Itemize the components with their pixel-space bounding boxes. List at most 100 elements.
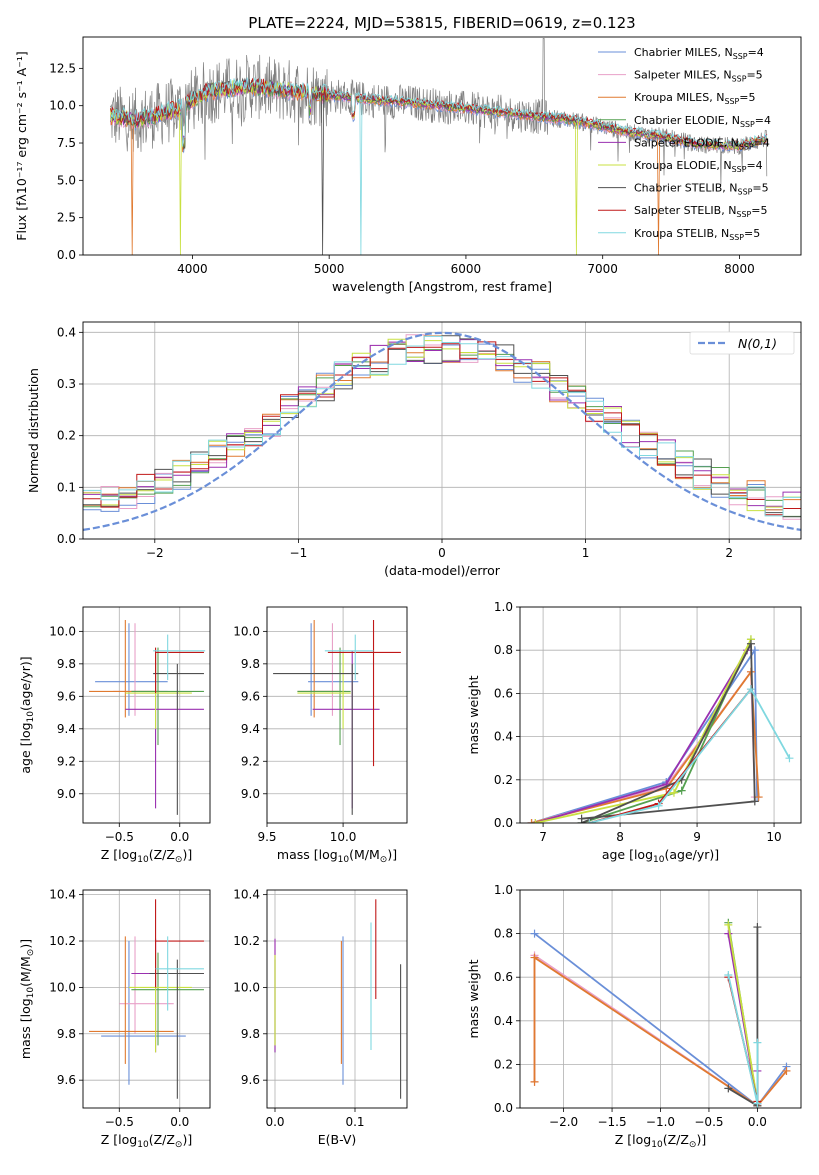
legend-label: N(0,1) [738, 336, 777, 351]
legend-label: Salpeter MILES, NSSP​=5 [634, 69, 763, 84]
residual-histogram [83, 335, 801, 517]
x-tick-label: −0.5 [105, 830, 134, 844]
y-tick-label: 0.2 [57, 429, 76, 443]
y-tick-label: 10.2 [49, 934, 76, 948]
x-tick-label: 1 [582, 546, 590, 560]
y-tick-label: 9.6 [241, 1073, 260, 1087]
panel-age-vs-Z: −0.5 0.0 9.0 9.2 9.4 9.6 9.8 10.0 Z [log10​(Z/Z⊙… [18, 606, 211, 865]
y-tick-label: 10.0 [233, 624, 260, 638]
x-tick-label: 9.5 [257, 830, 276, 844]
mass-weight-marker [669, 788, 678, 797]
x-tick-label: 7000 [587, 262, 618, 276]
axes-frame [519, 889, 802, 1109]
x-axis-label: age [log10​(age/yr)] [602, 847, 719, 865]
y-tick-label: 1.0 [494, 600, 513, 614]
y-tick-label: 9.2 [241, 754, 260, 768]
y-tick-label: 9.6 [241, 689, 260, 703]
mass-weight-marker [577, 814, 586, 823]
axes-frame [519, 606, 802, 824]
y-tick-label: 0.0 [57, 532, 76, 546]
y-tick-label: 7.5 [57, 136, 76, 150]
mass-weight-marker [746, 639, 755, 648]
mass-weight-marker [782, 1066, 791, 1075]
x-tick-label: 6000 [451, 262, 482, 276]
x-tick-label: −1.0 [646, 1115, 675, 1129]
mass-weight-marker [724, 1084, 733, 1093]
mass-weight-marker [753, 923, 762, 932]
mass-weight-marker [750, 646, 759, 655]
panel-spectrum: 4000 5000 6000 7000 8000 0.0 2.5 5.0 7.5 10.0 12.5… [14, 36, 802, 294]
y-tick-label: 0.3 [57, 377, 76, 391]
mass-weight-marker [724, 971, 733, 980]
mass-weight-marker [585, 819, 594, 823]
panel-residuals: −2 −1 0 1 2 0.0 0.1 0.2 0.3 0.4 (data-model)/error… [26, 321, 802, 578]
legend-label: Kroupa ELODIE, NSSP​=4 [634, 159, 763, 174]
plot-area [89, 619, 206, 815]
x-axis-label: Z [log10​(Z/Z⊙​)] [101, 847, 192, 865]
panel-weight-vs-age: 7 8 9 10 0.0 0.2 0.4 0.6 0.8 1.0 age [log10​(age/y… [466, 600, 802, 865]
axes-frame [82, 36, 802, 256]
mass-weight-line [531, 647, 758, 823]
y-tick-label: 10.4 [49, 888, 76, 902]
axes-frame [82, 606, 211, 824]
y-axis-label: mass weight [466, 959, 481, 1038]
legend-label: Chabrier STELIB, NSSP​=5 [634, 182, 769, 197]
mass-weight-marker [527, 819, 536, 823]
y-axis-label: mass weight [466, 675, 481, 754]
y-tick-label: 2.5 [57, 211, 76, 225]
plot-area [527, 635, 794, 823]
y-tick-label: 1.0 [494, 883, 513, 897]
y-tick-label: 9.0 [57, 787, 76, 801]
x-tick-label: −2 [146, 546, 164, 560]
y-axis-label: Flux [fλ10⁻¹⁷ erg cm⁻² s⁻¹ A⁻¹] [14, 51, 29, 240]
axes-frame [266, 889, 408, 1109]
x-tick-label: 9 [693, 830, 701, 844]
x-tick-label: −1.5 [597, 1115, 626, 1129]
plot-area [89, 899, 204, 1099]
y-tick-label: 9.8 [241, 1027, 260, 1041]
legend-label: Chabrier MILES, NSSP​=4 [634, 46, 764, 61]
y-tick-label: 9.8 [57, 657, 76, 671]
mass-weight-marker [753, 1099, 762, 1108]
y-tick-label: 9.8 [241, 657, 260, 671]
y-tick-label: 0.6 [494, 970, 513, 984]
x-tick-label: 0.0 [265, 1115, 284, 1129]
y-tick-label: 9.4 [241, 722, 260, 736]
legend-label: Salpeter ELODIE, NSSP​=4 [634, 136, 770, 151]
x-tick-label: 0.0 [748, 1115, 767, 1129]
x-tick-label: 2 [725, 546, 733, 560]
plot-area [274, 899, 402, 1099]
y-tick-label: 0.1 [57, 480, 76, 494]
mass-weight-marker [724, 929, 733, 938]
legend [689, 331, 795, 355]
x-tick-label: 4000 [177, 262, 208, 276]
normal-curve [83, 331, 801, 531]
mass-weight-marker [677, 786, 686, 795]
legend-label: Kroupa MILES, NSSP​=5 [634, 91, 755, 106]
y-tick-label: 10.0 [49, 99, 76, 113]
panel-weight-vs-Z: −2.0 −1.5 −1.0 −0.5 0.0 0.0 0.2 0.4 0.6 0.8 1.0 Z [… [466, 883, 802, 1150]
y-tick-label: 10.0 [233, 980, 260, 994]
y-tick-label: 0.4 [494, 730, 513, 744]
y-tick-label: 10.0 [49, 980, 76, 994]
y-tick-label: 10.0 [49, 624, 76, 638]
y-tick-label: 0.2 [494, 1057, 513, 1071]
legend: Chabrier MILES, NSSP​=4 Salpeter MILES, N… [598, 46, 771, 242]
chart-title: PLATE=2224, MJD=53815, FIBERID=0619, z=0… [248, 14, 635, 32]
y-tick-label: 9.0 [241, 787, 260, 801]
x-tick-label: 7 [539, 830, 547, 844]
y-axis-label: mass [log10​(M/M⊙​)] [18, 939, 36, 1059]
legend-label: Kroupa STELIB, NSSP​=5 [634, 227, 760, 242]
y-tick-label: 0.6 [494, 686, 513, 700]
x-axis-label: (data-model)/error [384, 563, 501, 578]
mass-weight-marker [724, 920, 733, 929]
x-tick-label: 0 [438, 546, 446, 560]
panel-age-vs-mass: 9.5 10.0 9.0 9.2 9.4 9.6 9.8 10.0 mass [log10​(M… [233, 606, 408, 865]
mass-weight-marker [531, 819, 540, 823]
y-tick-label: 10.4 [233, 888, 260, 902]
x-axis-label: mass [log10​(M/M⊙​)] [277, 847, 397, 865]
y-tick-label: 0.0 [57, 248, 76, 262]
x-tick-label: −1 [290, 546, 308, 560]
mass-weight-line [533, 955, 788, 1107]
